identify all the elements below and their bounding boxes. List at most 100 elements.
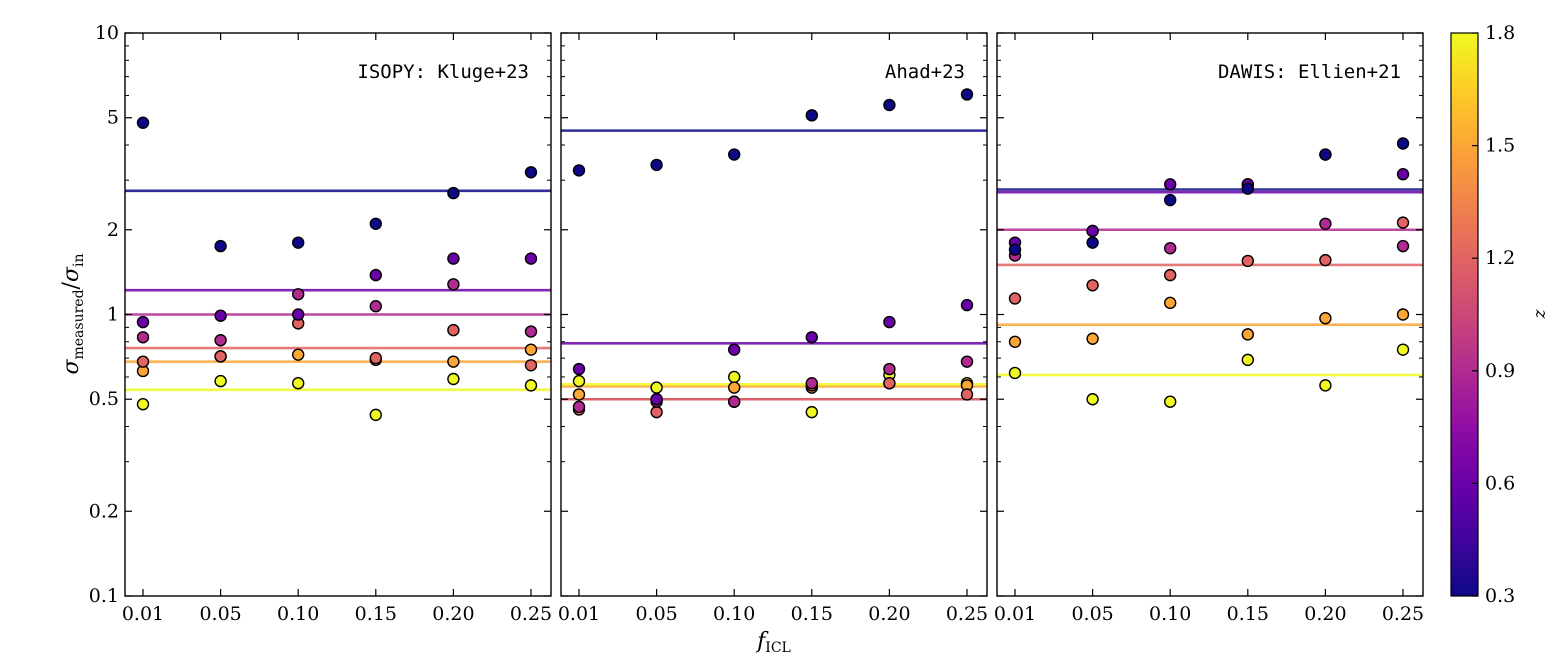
data-point [572,374,586,388]
data-point [1163,178,1177,191]
y-tick-label: 1 [107,304,119,326]
data-point [1086,279,1099,292]
data-point [292,377,305,390]
data-point [960,88,974,101]
x-tick-label: 0.10 [277,603,319,625]
panel-title: ISOPY: Kluge+23 [357,61,529,83]
y-tick-label: 0.1 [89,585,119,607]
data-point [883,315,896,329]
data-point [883,377,896,390]
data-point [524,379,538,392]
data-point [1319,148,1332,161]
x-tick-label: 0.10 [713,603,755,625]
data-point [214,239,227,253]
data-point [1396,137,1410,150]
data-point [728,148,741,161]
data-point [572,400,586,414]
x-tick-label: 0.20 [1304,603,1346,625]
data-point [447,252,460,265]
data-point [524,252,538,265]
x-tick-label: 0.25 [510,603,552,625]
data-point [292,288,305,301]
x-tick-label: 0.10 [1149,603,1191,625]
data-point [1008,243,1022,256]
x-tick-label: 0.25 [946,603,988,625]
colorbar: 0.3 0.6 0.9 1.2 1.5 1.8 z [1450,22,1551,607]
y-tick-label: 2 [107,219,119,241]
data-point [1319,379,1332,392]
data-point [447,372,460,386]
data-point [728,395,741,408]
data-point [1319,217,1332,230]
data-point [572,164,586,177]
data-point [805,331,818,344]
data-point [1396,216,1410,229]
data-point [1396,343,1410,356]
x-axis-label: fICL [755,629,791,656]
data-point [369,217,382,230]
data-point [1086,393,1099,406]
panel-3: 0.01 0.05 0.10 0.15 0.20 0.25 DAWIS: Ellien+21 [994,32,1424,625]
data-point [960,355,974,368]
data-point [524,325,538,338]
x-tick-label: 0.01 [994,603,1036,625]
data-point [136,331,150,344]
data-point [214,350,227,363]
data-point [447,355,460,368]
data-point [292,348,305,361]
x-tick-label: 0.05 [635,603,677,625]
data-point [728,370,741,384]
data-point [1241,254,1255,268]
data-point [805,377,818,390]
y-label-slash: / [59,281,84,289]
data-point [1396,239,1410,253]
colorbar-label: z [1531,309,1551,320]
x-tick-label: 0.15 [791,603,833,625]
colorbar-tick-label: 0.9 [1485,360,1515,382]
data-point [1086,224,1099,238]
data-point [524,166,538,179]
data-point [136,355,150,368]
data-point [1008,366,1022,380]
data-point [1008,335,1022,348]
x-tick-label: 0.01 [558,603,600,625]
data-point [1396,308,1410,321]
data-point [883,98,896,112]
data-point [728,381,741,394]
data-point [136,398,150,411]
data-point [369,300,382,313]
x-tick-label: 0.05 [1071,603,1113,625]
data-point [524,359,538,372]
data-point [369,351,382,365]
x-tick-label: 0.15 [1227,603,1269,625]
data-point [1086,236,1099,249]
data-point [1241,353,1255,367]
panel-title: Ahad+23 [885,61,965,83]
colorbar-tick-label: 1.2 [1485,247,1515,269]
colorbar-tick-label: 1.5 [1485,135,1515,157]
panel-title: DAWIS: Ellien+21 [1218,61,1401,83]
y-label-sub-in: in [71,253,87,267]
y-label-sub-measured: measured [71,289,87,359]
x-axis-label-subscript: ICL [765,640,791,656]
panel-frame [996,32,1424,597]
data-point [214,374,227,388]
y-tick-label: 0.2 [89,500,119,522]
data-point [650,393,663,406]
data-point [1163,193,1177,207]
data-point [1396,168,1410,181]
data-point [883,362,896,376]
data-point [1241,328,1255,341]
data-point [650,405,663,419]
x-tick-label: 0.20 [868,603,910,625]
data-point [650,381,663,394]
y-tick-label: 10 [95,22,119,44]
data-point [572,388,586,401]
data-point [1163,395,1177,408]
data-point [650,158,663,172]
panel-frame [560,32,988,597]
y-axis-label: σmeasured/σin [59,253,87,374]
data-point [1163,296,1177,310]
x-tick-label: 0.25 [1382,603,1424,625]
data-point [572,362,586,376]
